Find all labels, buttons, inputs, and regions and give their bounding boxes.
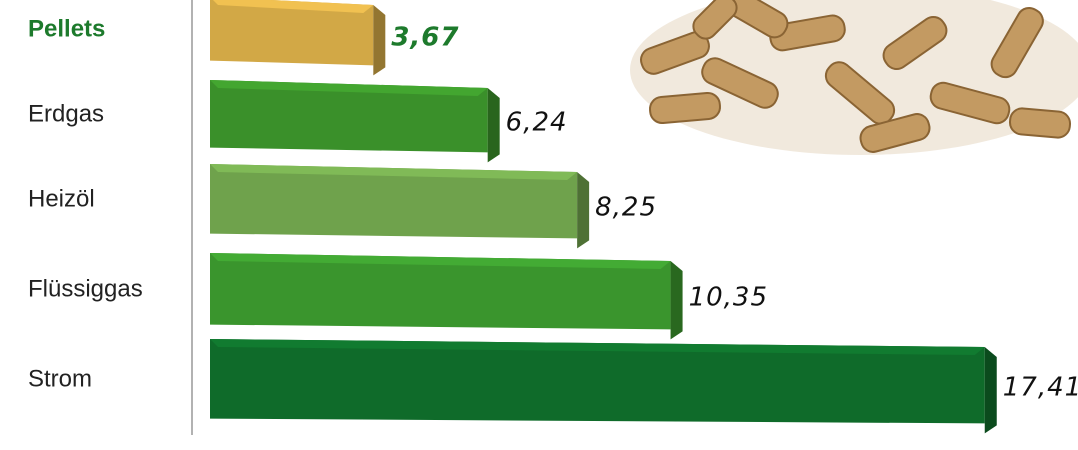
category-label: Flüssiggas xyxy=(28,275,143,302)
bar-top-face xyxy=(210,253,671,269)
value-label: 10,35 xyxy=(689,283,768,313)
bar xyxy=(210,80,488,153)
bar-side-face xyxy=(487,88,500,163)
bar-top-face xyxy=(210,164,578,180)
category-label: Pellets xyxy=(28,15,105,42)
bar-side-face xyxy=(373,5,386,76)
value-label: 8,25 xyxy=(595,193,657,223)
category-label: Erdgas xyxy=(28,100,104,127)
bar-top-face xyxy=(210,339,985,355)
bar-side-face xyxy=(577,172,590,249)
category-label: Heizöl xyxy=(28,185,95,212)
value-label: 6,24 xyxy=(506,108,568,138)
bar-side-face xyxy=(984,347,997,434)
bar-top-face xyxy=(210,80,488,96)
value-label: 3,67 xyxy=(391,23,459,53)
bar xyxy=(210,339,985,424)
bar-side-face xyxy=(670,261,683,340)
pellet-image xyxy=(630,0,1078,155)
value-label: 17,41 xyxy=(1003,373,1078,403)
bar xyxy=(210,0,374,66)
bar xyxy=(210,253,671,330)
category-label: Strom xyxy=(28,365,92,392)
bar-top-face xyxy=(213,0,374,13)
bar xyxy=(210,164,578,239)
